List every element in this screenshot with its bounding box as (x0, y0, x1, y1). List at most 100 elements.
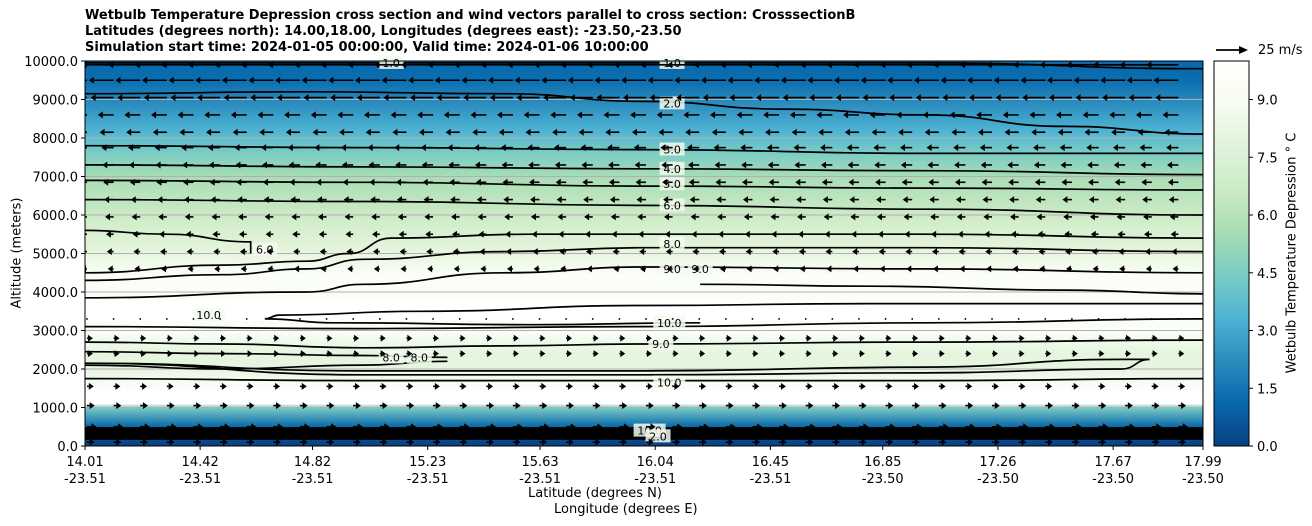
wind-vector-head (640, 61, 646, 69)
wind-vector-head (1111, 128, 1117, 136)
wind-vector (592, 350, 599, 358)
contour-line-9-0 (85, 358, 1150, 376)
wind-vector (1137, 128, 1152, 136)
wind-vector (486, 350, 493, 358)
wind-vector-head (126, 128, 132, 136)
wind-vector (569, 94, 593, 102)
wind-vector (1061, 178, 1072, 186)
wind-vector (1012, 265, 1019, 273)
wind-vector (353, 438, 361, 446)
wind-vector (1091, 248, 1099, 256)
wind-vector-head (906, 265, 912, 273)
wind-vector (699, 350, 706, 358)
wind-vector-head (888, 402, 894, 410)
wind-vector (299, 334, 306, 342)
wind-vector-head (451, 230, 457, 238)
wind-vector-head (460, 350, 466, 358)
wind-vector-head (211, 213, 217, 221)
wind-vector-head (691, 230, 697, 238)
wind-vector-head (436, 94, 442, 102)
wind-vector (319, 248, 327, 256)
wind-vector (406, 334, 413, 342)
wind-vector-dot (1177, 318, 1180, 320)
wind-vector (529, 178, 540, 186)
wind-vector (155, 161, 167, 169)
wind-vector-head (249, 438, 255, 446)
wind-vector (619, 423, 629, 431)
wind-vector (512, 423, 523, 431)
wind-vector-head (1126, 334, 1132, 342)
wind-vector-head (741, 161, 747, 169)
wind-vector-head (1012, 265, 1018, 273)
wind-vector-head (800, 61, 806, 69)
wind-vector-head (99, 128, 105, 136)
wind-vector (1010, 230, 1019, 238)
wind-vector (1166, 144, 1179, 152)
wind-vector-head (899, 144, 905, 152)
wind-vector-head (194, 350, 200, 358)
wind-vector-head (134, 61, 140, 69)
wind-vector-head (826, 61, 832, 69)
wind-vector-head (1060, 161, 1066, 169)
wind-vector (340, 144, 354, 152)
wind-vector (853, 265, 859, 273)
wind-vector (849, 196, 859, 204)
wind-vector (702, 94, 726, 102)
wind-vector-head (401, 61, 407, 69)
wind-vector (613, 265, 620, 273)
wind-vector-head (594, 76, 600, 84)
wind-vector-head (1057, 128, 1063, 136)
wind-vector-head (407, 334, 413, 342)
wind-vector (516, 94, 540, 102)
wind-vector (486, 334, 493, 342)
wind-vector (530, 196, 540, 204)
wind-vector (1141, 178, 1152, 186)
wind-vector (314, 144, 327, 152)
wind-vector-head (115, 76, 121, 84)
wind-vector-head (755, 402, 761, 410)
wind-vector (158, 213, 167, 221)
wind-vector (885, 402, 894, 410)
wind-vector-head (133, 248, 139, 256)
wind-vector-head (673, 334, 679, 342)
wind-vector (556, 196, 567, 204)
wind-vector-head (821, 161, 827, 169)
wind-vector (539, 334, 546, 342)
wind-vector-head (89, 438, 95, 446)
wind-vector-head (408, 382, 414, 390)
wind-vector-head (701, 438, 707, 446)
wind-vector-head (1103, 423, 1109, 431)
wind-vector-head (742, 196, 748, 204)
wind-vector (779, 334, 785, 342)
wind-vector (618, 318, 621, 320)
wind-vector (1178, 423, 1188, 431)
wind-vector-head (836, 423, 842, 431)
wind-vector-head (844, 128, 850, 136)
wind-vector (978, 128, 993, 136)
wind-vector (223, 94, 247, 102)
wind-vector-head (460, 334, 466, 342)
wind-vector (649, 94, 673, 102)
x-tick-label-lat: 17.99 (1184, 455, 1221, 470)
wind-vector-head (862, 94, 868, 102)
contour-line-6-0 (85, 233, 1203, 274)
wind-vector (672, 438, 681, 446)
wind-vector-head (580, 144, 586, 152)
wind-vector-head (923, 111, 929, 119)
wind-vector-head (567, 334, 573, 342)
wind-vector-head (300, 334, 306, 342)
wind-vector-dot (165, 318, 168, 320)
wind-vector (299, 402, 308, 410)
wind-vector (832, 382, 840, 390)
wind-vector-head (1114, 178, 1120, 186)
wind-vector (406, 438, 415, 446)
wind-vector-dot (884, 318, 887, 320)
wind-vector (512, 318, 514, 320)
wind-vector-head (620, 350, 626, 358)
wind-vector (459, 438, 468, 446)
wind-vector (885, 350, 892, 358)
wind-vector-head (329, 402, 335, 410)
wind-vector (220, 350, 226, 358)
wind-vector-head (179, 128, 185, 136)
wind-vector (581, 161, 593, 169)
